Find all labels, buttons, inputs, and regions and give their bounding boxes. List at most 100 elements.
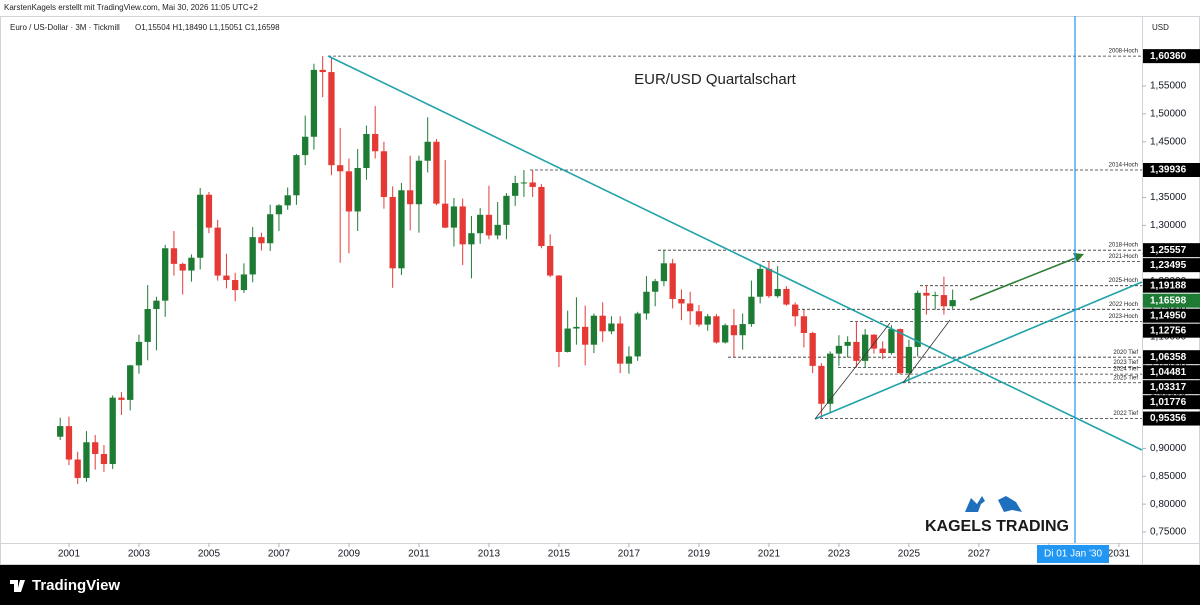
crosshair-label: Di 01 Jan '30 — [1044, 549, 1102, 560]
x-tick-label: 2007 — [268, 549, 291, 560]
price-label: 1,03317 — [1150, 382, 1187, 393]
candle-body — [905, 346, 913, 374]
level-name: 2023-Hoch — [1109, 314, 1138, 320]
symbol: Euro / US-Dollar · 3M · Tickmill — [10, 23, 120, 32]
price-axis: 0,750000,800000,850000,900000,950001,000… — [1142, 49, 1200, 538]
candles — [57, 56, 956, 485]
candle-body — [582, 326, 589, 345]
y-tick-label: 1,05000 — [1150, 359, 1187, 370]
candle-body — [424, 141, 431, 161]
candle-body — [608, 323, 615, 332]
price-label-box — [1143, 350, 1200, 365]
level-name: 2025 Tief — [1113, 375, 1138, 381]
candle-body — [188, 257, 195, 271]
candle-body — [477, 214, 484, 234]
candle-body — [862, 334, 869, 361]
candle-body — [932, 295, 939, 297]
candle-body — [853, 341, 860, 361]
level-name: 2021-Hoch — [1109, 254, 1138, 260]
candle-body — [739, 324, 746, 336]
candle-body — [529, 182, 536, 187]
candle-body — [888, 329, 895, 354]
x-tick-label: 2015 — [548, 549, 571, 560]
candle-body — [223, 275, 230, 281]
candle-body — [398, 190, 405, 269]
price-label: 1,25557 — [1150, 245, 1187, 256]
candle-body — [713, 316, 720, 343]
candle-body — [617, 323, 624, 364]
candle-body — [337, 165, 344, 172]
candle-body — [914, 292, 921, 347]
candle-body — [57, 426, 64, 437]
candle-body — [844, 341, 851, 346]
price-label-box — [1143, 380, 1200, 395]
footer-brand: TradingView — [32, 577, 120, 594]
level-name: 2008-Hoch — [1109, 49, 1138, 55]
candle-body — [660, 263, 668, 282]
y-tick-label: 1,30000 — [1150, 220, 1187, 231]
x-tick-label: 2001 — [58, 549, 81, 560]
candle-body — [590, 315, 598, 345]
levels: 2008-Hoch 2014-Hoch 2018-Hoch 2021-Hoch 2025… — [328, 49, 1142, 419]
price-label: 1,16598 — [1150, 295, 1187, 306]
candle-body — [687, 303, 694, 312]
candle-body — [328, 72, 335, 166]
y-tick-label: 1,50000 — [1150, 109, 1187, 120]
price-label-box — [1143, 395, 1200, 410]
price-label-box — [1143, 293, 1200, 308]
candle-body — [135, 341, 143, 366]
level-name: 2022 Hoch — [1109, 302, 1138, 308]
channel-line — [814, 322, 891, 420]
candle-body — [319, 69, 326, 73]
candle-body — [293, 155, 300, 196]
candle-body — [153, 300, 160, 310]
price-label: 1,01776 — [1150, 397, 1187, 408]
x-tick-label: 2019 — [688, 549, 711, 560]
x-tick-label: 2025 — [898, 549, 921, 560]
candle-body — [127, 365, 134, 400]
candle-body — [625, 356, 633, 364]
candle-body — [564, 328, 571, 352]
footer — [0, 565, 1200, 605]
candle-body — [818, 365, 825, 404]
candle-body — [573, 326, 580, 329]
arrow-head — [1073, 253, 1084, 262]
candle-body — [275, 205, 283, 215]
candle-body — [520, 182, 528, 184]
candle-body — [730, 325, 738, 336]
candle-body — [83, 442, 90, 478]
level-name: 2022 Tief — [1113, 411, 1138, 417]
y-tick-label: 0,85000 — [1150, 471, 1187, 482]
arrow — [969, 256, 1079, 301]
candle-body — [555, 275, 563, 352]
candle-body — [170, 248, 178, 264]
candle-body — [503, 195, 510, 225]
candle-body — [197, 194, 204, 258]
candle-body — [879, 348, 886, 354]
candle-body — [897, 329, 904, 374]
candle-body — [118, 397, 125, 400]
level-name: 2023 Tief — [1113, 360, 1138, 366]
price-label: 1,39936 — [1150, 165, 1187, 176]
candle-body — [258, 237, 265, 244]
x-tick-label: 2011 — [408, 549, 430, 560]
candle-body — [442, 203, 449, 228]
footer-icon — [10, 580, 25, 592]
candle-body — [380, 151, 388, 197]
x-tick-label: 2009 — [338, 549, 361, 560]
candle-body — [345, 171, 353, 212]
price-label: 1,06358 — [1150, 352, 1187, 363]
candle-body — [267, 214, 274, 244]
candle-body — [162, 248, 169, 301]
candle-body — [923, 292, 930, 296]
candle-body — [468, 233, 475, 245]
price-label: 1,12756 — [1150, 325, 1187, 336]
candle-body — [407, 190, 414, 205]
candle-body — [800, 316, 808, 333]
price-label-box — [1143, 411, 1200, 426]
candle-body — [450, 206, 458, 228]
candle-body — [512, 183, 519, 196]
candle-body — [74, 459, 81, 478]
price-label-box — [1143, 278, 1200, 293]
